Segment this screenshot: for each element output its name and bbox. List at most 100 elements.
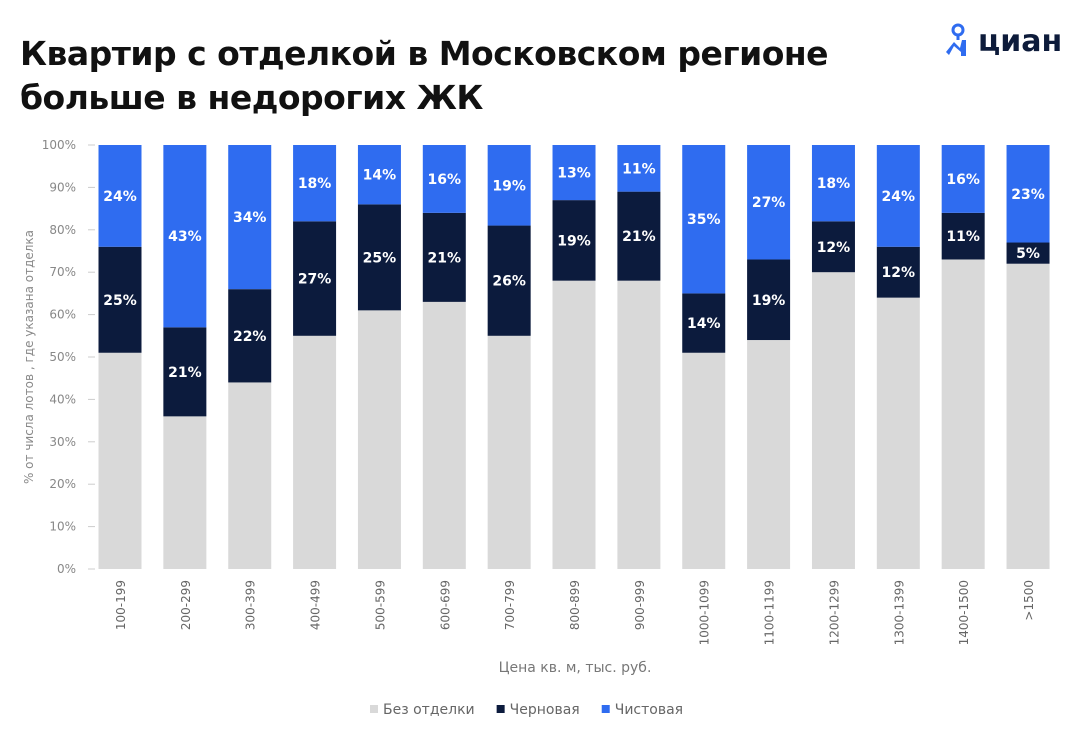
- legend-swatch: [601, 705, 610, 713]
- bar-segment-Без отделки: [163, 416, 207, 569]
- data-label: 26%: [492, 274, 526, 290]
- bar-segment-Чистовая: [228, 145, 272, 290]
- data-label: 24%: [882, 189, 916, 205]
- bar-segment-Черновая: [228, 289, 272, 383]
- data-label: 35%: [687, 212, 721, 228]
- bar-segment-Чистовая: [617, 145, 661, 192]
- bar-segment-Без отделки: [422, 301, 466, 569]
- data-label: 11%: [946, 229, 980, 245]
- location-pin-person-icon: [946, 23, 966, 56]
- bar-segment-Без отделки: [228, 382, 272, 569]
- bar-segment-Чистовая: [1006, 145, 1050, 243]
- bar-segment-Черновая: [811, 221, 855, 273]
- data-label: 19%: [492, 178, 526, 194]
- data-label: 12%: [817, 240, 851, 256]
- bar-segment-Чистовая: [357, 145, 401, 205]
- x-tick-label: 800-899: [568, 580, 582, 630]
- bar-segment-Чистовая: [552, 145, 596, 201]
- x-tick-label: 600-699: [438, 580, 452, 630]
- data-label: 18%: [817, 176, 851, 192]
- legend-swatch: [370, 705, 378, 713]
- data-label: 27%: [298, 272, 332, 288]
- data-label: 14%: [363, 168, 397, 184]
- bar-segment-Без отделки: [811, 272, 855, 569]
- data-label: 34%: [233, 210, 267, 226]
- y-tick-label: 80%: [49, 223, 76, 237]
- bar-segment-Без отделки: [747, 340, 791, 569]
- bar-segment-Без отделки: [98, 352, 142, 569]
- x-tick-label: 1400-1500: [957, 580, 971, 645]
- bar-segment-Без отделки: [293, 335, 337, 569]
- y-tick-label: 50%: [49, 350, 76, 364]
- bar-segment-Черновая: [293, 221, 337, 336]
- bar-segment-Черновая: [487, 225, 531, 336]
- y-tick-label: 10%: [49, 520, 76, 534]
- bar-segment-Без отделки: [357, 310, 401, 569]
- bar-segment-Чистовая: [747, 145, 791, 260]
- bar-segment-Без отделки: [487, 335, 531, 569]
- bar-segment-Без отделки: [941, 259, 985, 569]
- legend-label: Без отделки: [383, 702, 475, 718]
- x-tick-label: 200-299: [179, 580, 193, 630]
- data-label: 11%: [622, 161, 656, 177]
- bar-segment-Черновая: [163, 327, 207, 417]
- bar-segment-Без отделки: [876, 297, 920, 569]
- x-axis-label: Цена кв. м, тыс. руб.: [499, 660, 652, 676]
- x-tick-label: >1500: [1022, 580, 1036, 621]
- bar-segment-Черновая: [552, 200, 596, 281]
- bar-segment-Чистовая: [163, 145, 207, 328]
- x-tick-label: 100-199: [114, 580, 128, 630]
- legend-label: Чистовая: [615, 702, 683, 718]
- y-tick-label: 90%: [49, 180, 76, 194]
- x-tick-label: 900-999: [633, 580, 647, 630]
- cian-logo: циан: [944, 22, 1062, 60]
- bar-segment-Чистовая: [293, 145, 337, 222]
- bar-segment-Чистовая: [98, 145, 142, 247]
- data-label: 25%: [363, 250, 397, 266]
- y-tick-label: 40%: [49, 392, 76, 406]
- data-label: 12%: [882, 265, 916, 281]
- data-label: 16%: [946, 172, 980, 188]
- bar-segment-Чистовая: [941, 145, 985, 213]
- bar-segment-Без отделки: [682, 352, 726, 569]
- bar-segment-Чистовая: [487, 145, 531, 226]
- data-label: 13%: [557, 166, 591, 182]
- y-tick-label: 70%: [49, 265, 76, 279]
- x-tick-label: 1300-1399: [892, 580, 906, 645]
- legend-item: Черновая: [496, 702, 580, 718]
- y-axis-label: % от числа лотов , где указана отделка: [22, 230, 36, 484]
- title-line-2: больше в недорогих ЖК: [20, 78, 483, 117]
- bar-segment-Чистовая: [876, 145, 920, 247]
- bar-segment-Черновая: [747, 259, 791, 341]
- bar-segment-Черновая: [1006, 242, 1050, 264]
- legend-item: Чистовая: [601, 702, 683, 718]
- data-label: 27%: [752, 195, 786, 211]
- y-tick-label: 30%: [49, 435, 76, 449]
- data-label: 21%: [622, 229, 656, 245]
- bar-segment-Чистовая: [811, 145, 855, 222]
- title-line-1: Квартир с отделкой в Московском регионе: [20, 34, 829, 73]
- x-tick-label: 1200-1299: [827, 580, 841, 645]
- bar-segment-Черновая: [422, 212, 466, 302]
- bar-segment-Черновая: [357, 204, 401, 311]
- bar-segment-Чистовая: [682, 145, 726, 294]
- data-label: 25%: [103, 293, 137, 309]
- bar-segment-Черновая: [941, 212, 985, 260]
- x-tick-label: 700-799: [503, 580, 517, 630]
- data-label: 23%: [1011, 187, 1045, 203]
- y-tick-label: 0%: [57, 562, 76, 576]
- bar-segment-Черновая: [876, 246, 920, 298]
- bar-segment-Чистовая: [422, 145, 466, 213]
- data-label: 16%: [428, 172, 462, 188]
- data-label: 14%: [687, 316, 721, 332]
- x-tick-label: 1100-1199: [763, 580, 777, 645]
- x-tick-label: 500-599: [373, 580, 387, 630]
- y-tick-label: 20%: [49, 477, 76, 491]
- bar-segment-Черновая: [617, 191, 661, 281]
- x-tick-label: 1000-1099: [698, 580, 712, 645]
- data-label: 21%: [168, 365, 202, 381]
- x-tick-label: 300-399: [244, 580, 258, 630]
- x-tick-label: 400-499: [309, 580, 323, 630]
- y-tick-label: 60%: [49, 308, 76, 322]
